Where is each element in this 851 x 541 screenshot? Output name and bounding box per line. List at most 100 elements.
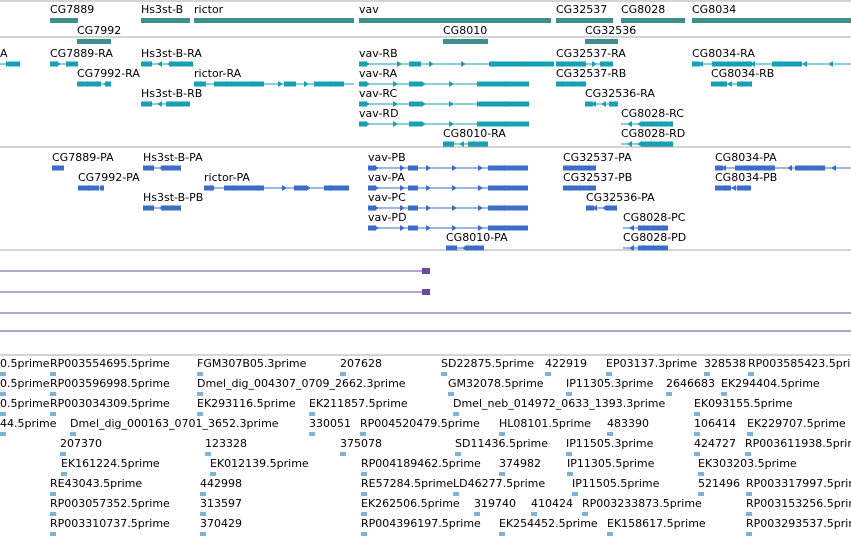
gene-bar[interactable] xyxy=(585,39,618,44)
gene-bar[interactable] xyxy=(359,18,551,23)
protein-model[interactable]: CG7889-PA xyxy=(52,151,114,171)
est-feature[interactable]: EP03137.3prime xyxy=(606,357,697,376)
est-feature[interactable]: 375078 xyxy=(340,437,382,456)
transcript-model[interactable]: A xyxy=(0,47,21,67)
gene-feature[interactable]: CG32537 xyxy=(556,3,613,23)
transcript-model[interactable]: CG32537-RB xyxy=(556,67,626,87)
est-feature[interactable]: 313597 xyxy=(200,497,242,516)
gene-feature[interactable]: rictor xyxy=(194,3,354,23)
est-feature[interactable]: EK161224.5prime xyxy=(61,457,160,476)
protein-model[interactable]: CG32537-PB xyxy=(563,171,632,191)
gene-feature[interactable]: CG7889 xyxy=(50,3,94,23)
est-feature[interactable]: EK303203.5prime xyxy=(698,457,797,476)
gene-feature[interactable]: CG8034 xyxy=(692,3,851,23)
est-feature[interactable]: 0.5prime xyxy=(0,357,50,376)
gene-track[interactable]: CG7889 CG7992 Hs3st-B rictor vav CG8010 CG3253… xyxy=(50,3,851,44)
gene-bar[interactable] xyxy=(443,39,488,44)
est-feature[interactable]: 410424 xyxy=(531,497,573,516)
est-feature[interactable]: RP003153256.5prime xyxy=(746,497,851,516)
transcript-model[interactable]: rictor-RA xyxy=(194,67,354,87)
est-feature[interactable]: EK262506.5prime xyxy=(361,497,460,516)
protein-track[interactable]: CG7889-PA Hs3st-B-PA vav-PB CG32537-PA CG803… xyxy=(52,151,851,251)
est-feature[interactable]: EK093155.5prime xyxy=(694,397,793,416)
protein-model[interactable]: CG8028-PC xyxy=(623,211,686,231)
transcript-model[interactable]: CG8028-RC xyxy=(621,107,684,127)
gene-feature[interactable]: CG32536 xyxy=(585,24,636,44)
transcript-model[interactable]: CG32536-RA xyxy=(585,87,655,107)
est-feature[interactable]: IP11305.3prime xyxy=(566,377,654,396)
protein-model[interactable]: CG32537-PA xyxy=(563,151,632,171)
est-feature[interactable]: 521496 xyxy=(698,477,740,496)
est-feature[interactable]: RP004520479.5prime xyxy=(360,417,480,436)
est-feature[interactable]: EK293116.5prime xyxy=(197,397,296,416)
est-feature[interactable]: 0.5prime xyxy=(0,377,50,396)
protein-model[interactable]: CG8034-PA xyxy=(715,151,851,171)
protein-model[interactable]: Hs3st-B-PB xyxy=(143,191,203,211)
alignment-line[interactable] xyxy=(0,289,430,295)
est-feature[interactable]: Dmel_neb_014972_0633_1393.3prime xyxy=(453,397,665,416)
est-feature[interactable]: 207628 xyxy=(340,357,382,376)
gene-bar[interactable] xyxy=(556,18,613,23)
gene-feature[interactable]: CG8010 xyxy=(443,24,488,44)
est-feature[interactable]: 0.5prime xyxy=(0,397,50,416)
est-feature[interactable]: RE43043.5prime xyxy=(50,477,142,496)
alignment-track[interactable] xyxy=(0,268,851,332)
gene-feature[interactable]: CG8028 xyxy=(621,3,685,23)
gene-feature[interactable]: CG7992 xyxy=(77,24,121,44)
est-feature[interactable]: EK158617.5prime xyxy=(607,517,706,536)
est-feature[interactable]: 106414 xyxy=(694,417,736,436)
transcript-model[interactable]: Hs3st-B-RA xyxy=(141,47,202,67)
transcript-model[interactable]: vav-RC xyxy=(359,87,529,107)
est-feature[interactable]: 374982 xyxy=(499,457,541,476)
est-feature[interactable]: RP003233873.5prime xyxy=(582,497,702,516)
protein-model[interactable]: vav-PA xyxy=(368,171,528,191)
protein-model[interactable]: vav-PB xyxy=(368,151,528,171)
gene-bar[interactable] xyxy=(621,18,685,23)
est-feature[interactable]: SD11436.5prime xyxy=(455,437,548,456)
protein-model[interactable]: CG8028-PD xyxy=(623,231,686,251)
est-feature[interactable]: IP11505.3prime xyxy=(566,437,654,456)
est-feature[interactable]: IP11305.5prime xyxy=(567,457,655,476)
est-feature[interactable]: RP003585423.5prime xyxy=(748,357,851,376)
est-feature[interactable]: Dmel_dig_004307_0709_2662.3prime xyxy=(197,377,406,396)
est-feature[interactable]: EK254452.5prime xyxy=(499,517,598,536)
est-feature[interactable]: 2646683 xyxy=(666,377,715,396)
transcript-model[interactable]: CG8028-RD xyxy=(621,127,685,147)
gene-bar[interactable] xyxy=(77,39,111,44)
est-feature[interactable]: SD22875.5prime xyxy=(441,357,534,376)
est-feature[interactable]: RP003034309.5prime xyxy=(50,397,170,416)
transcript-model[interactable]: CG32537-RA xyxy=(556,47,626,67)
transcript-model[interactable]: vav-RB xyxy=(359,47,554,67)
est-feature[interactable]: RP003317997.5prime xyxy=(746,477,851,496)
est-feature[interactable]: 328538 xyxy=(704,357,746,376)
est-feature[interactable]: RP004189462.5prime xyxy=(361,457,481,476)
protein-model[interactable]: CG8010-PA xyxy=(446,231,508,251)
protein-model[interactable]: rictor-PA xyxy=(204,171,349,191)
gene-bar[interactable] xyxy=(692,18,851,23)
est-feature[interactable]: RP003554695.5prime xyxy=(50,357,170,376)
protein-model[interactable]: vav-PC xyxy=(368,191,528,211)
transcript-model[interactable]: vav-RA xyxy=(359,67,529,87)
est-feature[interactable]: Dmel_dig_000163_0701_3652.3prime xyxy=(70,417,279,436)
est-feature[interactable]: EK012139.5prime xyxy=(210,457,309,476)
protein-model[interactable]: vav-PD xyxy=(368,211,528,231)
gene-bar[interactable] xyxy=(194,18,354,23)
est-feature[interactable]: GM32078.5prime xyxy=(448,377,544,396)
protein-model[interactable]: CG8034-PB xyxy=(715,171,777,191)
est-track[interactable]: 0.5prime RP003554695.5prime FGM307B05.3pri… xyxy=(0,357,851,536)
est-feature[interactable]: LD46277.5prime xyxy=(453,477,545,496)
est-feature[interactable]: IP11505.5prime xyxy=(572,477,660,496)
protein-model[interactable]: CG7992-PA xyxy=(78,171,140,191)
gene-feature[interactable]: Hs3st-B xyxy=(141,3,190,23)
est-feature[interactable]: EK211857.5prime xyxy=(309,397,408,416)
est-feature[interactable]: 422919 xyxy=(545,357,587,376)
est-feature[interactable]: RE57284.5prime xyxy=(361,477,453,496)
transcript-model[interactable]: Hs3st-B-RB xyxy=(141,87,202,107)
protein-model[interactable]: CG32536-PA xyxy=(586,191,655,211)
est-feature[interactable]: RP003310737.5prime xyxy=(50,517,170,536)
est-feature[interactable]: 424727 xyxy=(694,437,736,456)
protein-model[interactable]: Hs3st-B-PA xyxy=(143,151,203,171)
est-feature[interactable]: RP004396197.5prime xyxy=(361,517,481,536)
gene-feature[interactable]: vav xyxy=(359,3,551,23)
est-feature[interactable]: FGM307B05.3prime xyxy=(197,357,307,376)
